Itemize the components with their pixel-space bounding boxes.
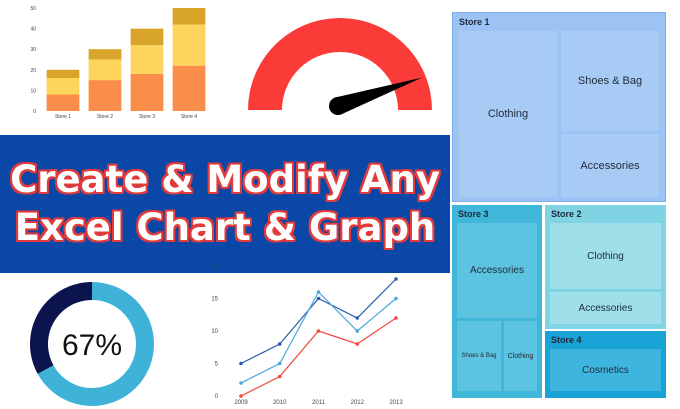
- donut-chart: 67%: [30, 282, 154, 406]
- y-tick-label: 10: [211, 329, 218, 335]
- treemap-cell-accessories: Accessories: [561, 134, 659, 197]
- y-tick-label: 0: [215, 394, 219, 400]
- data-point: [239, 361, 243, 366]
- treemap-cell-clothing: Clothing: [550, 223, 661, 289]
- treemap-cell-shoes-bag: Shoes & Bag: [561, 31, 659, 131]
- data-point: [394, 296, 398, 301]
- y-tick-label: 0: [33, 109, 36, 115]
- x-tick-label: Store 4: [181, 114, 197, 120]
- x-tick-label: Store 3: [139, 114, 155, 120]
- data-point: [277, 374, 282, 379]
- title-banner: Create & Modify Any Excel Chart & Graph: [0, 135, 450, 273]
- treemap-cell-shoes-bag: Shoes & Bag: [457, 321, 501, 391]
- x-tick-label: 2011: [312, 400, 326, 406]
- bar-segment: [172, 8, 206, 25]
- data-point: [316, 329, 321, 333]
- stacked-bar-chart: 0 10 20 30 40 50 Store 1 Store 2 Store 3 Store 4: [30, 6, 206, 120]
- treemap-group-label: Store 3: [458, 209, 489, 219]
- treemap-group-store-1: Store 1 Clothing Shoes & Bag Accessories: [452, 12, 666, 202]
- data-point: [316, 290, 321, 294]
- gauge-chart: [248, 18, 432, 115]
- treemap-cell-accessories: Accessories: [457, 223, 537, 318]
- donut-slice: [30, 282, 92, 374]
- y-tick-label: 40: [30, 27, 36, 33]
- x-tick-label: Store 2: [97, 114, 113, 120]
- data-point: [277, 342, 282, 346]
- bar-segment: [46, 69, 80, 79]
- data-point: [239, 394, 243, 398]
- treemap-group-label: Store 1: [459, 17, 490, 27]
- data-point: [355, 329, 360, 333]
- data-point: [316, 296, 321, 301]
- series-line: [240, 291, 397, 384]
- banner-title-line-2: Excel Chart & Graph: [14, 206, 436, 249]
- treemap-group-label: Store 4: [551, 335, 582, 345]
- y-tick-label: 15: [211, 297, 218, 303]
- donut-center-label: 67%: [62, 329, 122, 362]
- x-tick-label: 2009: [234, 400, 248, 406]
- bar-segment: [46, 78, 80, 95]
- treemap-cell-clothing: Clothing: [458, 31, 558, 197]
- x-tick-label: Store 1: [55, 114, 71, 120]
- data-point: [355, 316, 360, 320]
- y-tick-label: 5: [215, 362, 219, 368]
- y-tick-label: 50: [30, 6, 36, 12]
- bar-segment: [172, 24, 206, 66]
- x-tick-label: 2013: [389, 400, 403, 406]
- treemap-cell-clothing: Clothing: [504, 321, 537, 391]
- gauge-needle: [334, 77, 422, 115]
- banner-title-line-1: Create & Modify Any: [10, 158, 440, 201]
- treemap-group-label: Store 2: [551, 209, 582, 219]
- data-point: [394, 277, 398, 281]
- bar-segment: [130, 28, 164, 46]
- gauge-arc: [248, 18, 432, 110]
- x-tick-label: 2010: [273, 400, 287, 406]
- data-point: [277, 361, 282, 366]
- bar-segment: [130, 73, 164, 111]
- treemap-cell-accessories: Accessories: [550, 292, 661, 324]
- bar-segment: [88, 49, 122, 60]
- treemap-group-store-2: Store 2 Clothing Accessories: [545, 205, 666, 329]
- bar-segment: [88, 80, 122, 111]
- y-tick-label: 30: [30, 47, 36, 53]
- treemap-group-store-4: Store 4 Cosmetics: [545, 331, 666, 398]
- bar-segment: [172, 65, 206, 111]
- line-chart: 0 5 10 15 20 2009 2010 2011 2012 2013: [211, 264, 403, 406]
- treemap: Store 1 Clothing Shoes & Bag Accessories…: [452, 0, 680, 409]
- bar-segment: [88, 59, 122, 81]
- y-tick-label: 20: [30, 68, 36, 74]
- y-tick-label: 10: [30, 88, 36, 94]
- data-point: [239, 381, 243, 385]
- x-tick-label: 2012: [351, 400, 365, 406]
- y-tick-label: 20: [211, 264, 218, 270]
- data-point: [355, 342, 360, 346]
- donut-slice: [37, 282, 154, 406]
- treemap-cell-cosmetics: Cosmetics: [550, 349, 661, 391]
- bar-segment: [46, 94, 80, 111]
- treemap-group-store-3: Store 3 Accessories Shoes & Bag Clothing: [452, 205, 542, 398]
- bar-segment: [130, 45, 164, 74]
- gauge-needle-hub: [329, 97, 347, 115]
- data-point: [394, 316, 398, 320]
